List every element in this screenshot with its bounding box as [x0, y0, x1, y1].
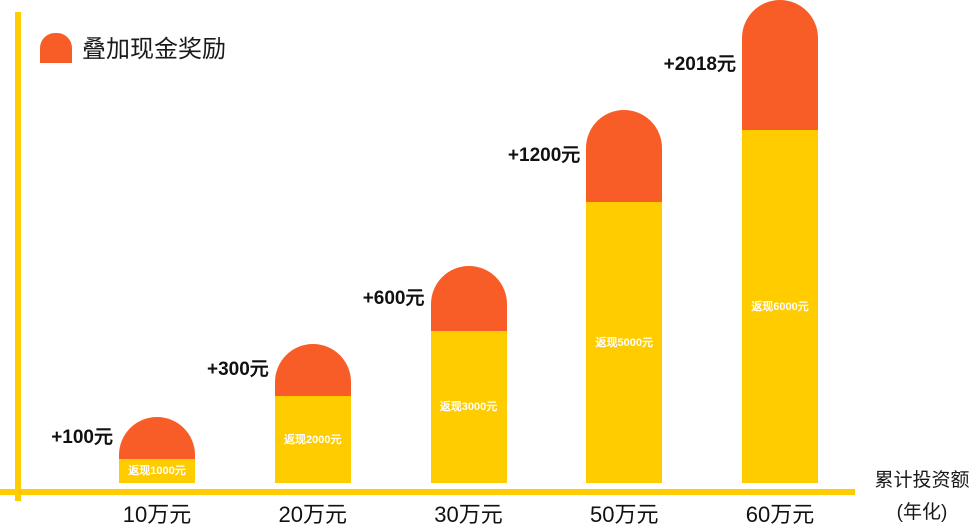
cashback-bar-4 [586, 201, 663, 483]
y-axis-line [15, 12, 21, 501]
bonus-label-3: +600元 [362, 287, 425, 309]
bonus-label-2: +300元 [207, 359, 269, 381]
cashback-label-2: 返现2000元 [284, 433, 342, 446]
bonus-cap-5 [742, 0, 818, 130]
x-tick-label-4: 50万元 [590, 502, 659, 527]
bonus-label-1: +100元 [51, 427, 113, 448]
cashback-label-4: 返现5000元 [595, 336, 654, 349]
bonus-label-5: +2018元 [663, 54, 736, 75]
x-tick-label-3: 30万元 [434, 502, 503, 527]
x-axis-title-line: 累计投资额 [874, 470, 970, 491]
x-axis-title-note: (年化) [896, 502, 948, 523]
legend-label: 叠加现金奖励 [82, 36, 226, 63]
cashback-bar-2 [274, 395, 351, 483]
cashback-label-5: 返现6000元 [751, 300, 809, 313]
cashback-bar-3 [430, 330, 507, 483]
bonus-cap-1 [119, 416, 195, 460]
bonus-label-4: +1200元 [507, 144, 581, 166]
x-tick-label-5: 60万元 [745, 502, 815, 527]
cashback-bar-5 [742, 129, 818, 483]
x-tick-label-1: 10万元 [122, 502, 192, 527]
legend: 叠加现金奖励 [0, 0, 300, 80]
bonus-cap-4 [586, 109, 663, 203]
x-axis-title: 累计投资额 (年化) [872, 470, 972, 524]
cashback-bar-1 [119, 458, 195, 483]
x-tick-label-2: 20万元 [278, 502, 348, 527]
bonus-cap-3 [430, 266, 507, 332]
cashback-label-3: 返现3000元 [439, 401, 498, 414]
cashback-label-1: 返现1000元 [128, 465, 186, 478]
bonus-cap-2 [274, 344, 351, 397]
x-axis-line [0, 489, 855, 495]
legend-swatch [40, 33, 72, 63]
